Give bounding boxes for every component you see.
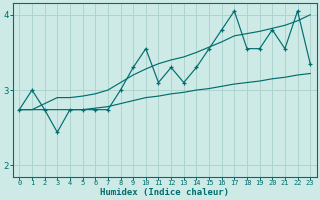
X-axis label: Humidex (Indice chaleur): Humidex (Indice chaleur) [100, 188, 229, 197]
